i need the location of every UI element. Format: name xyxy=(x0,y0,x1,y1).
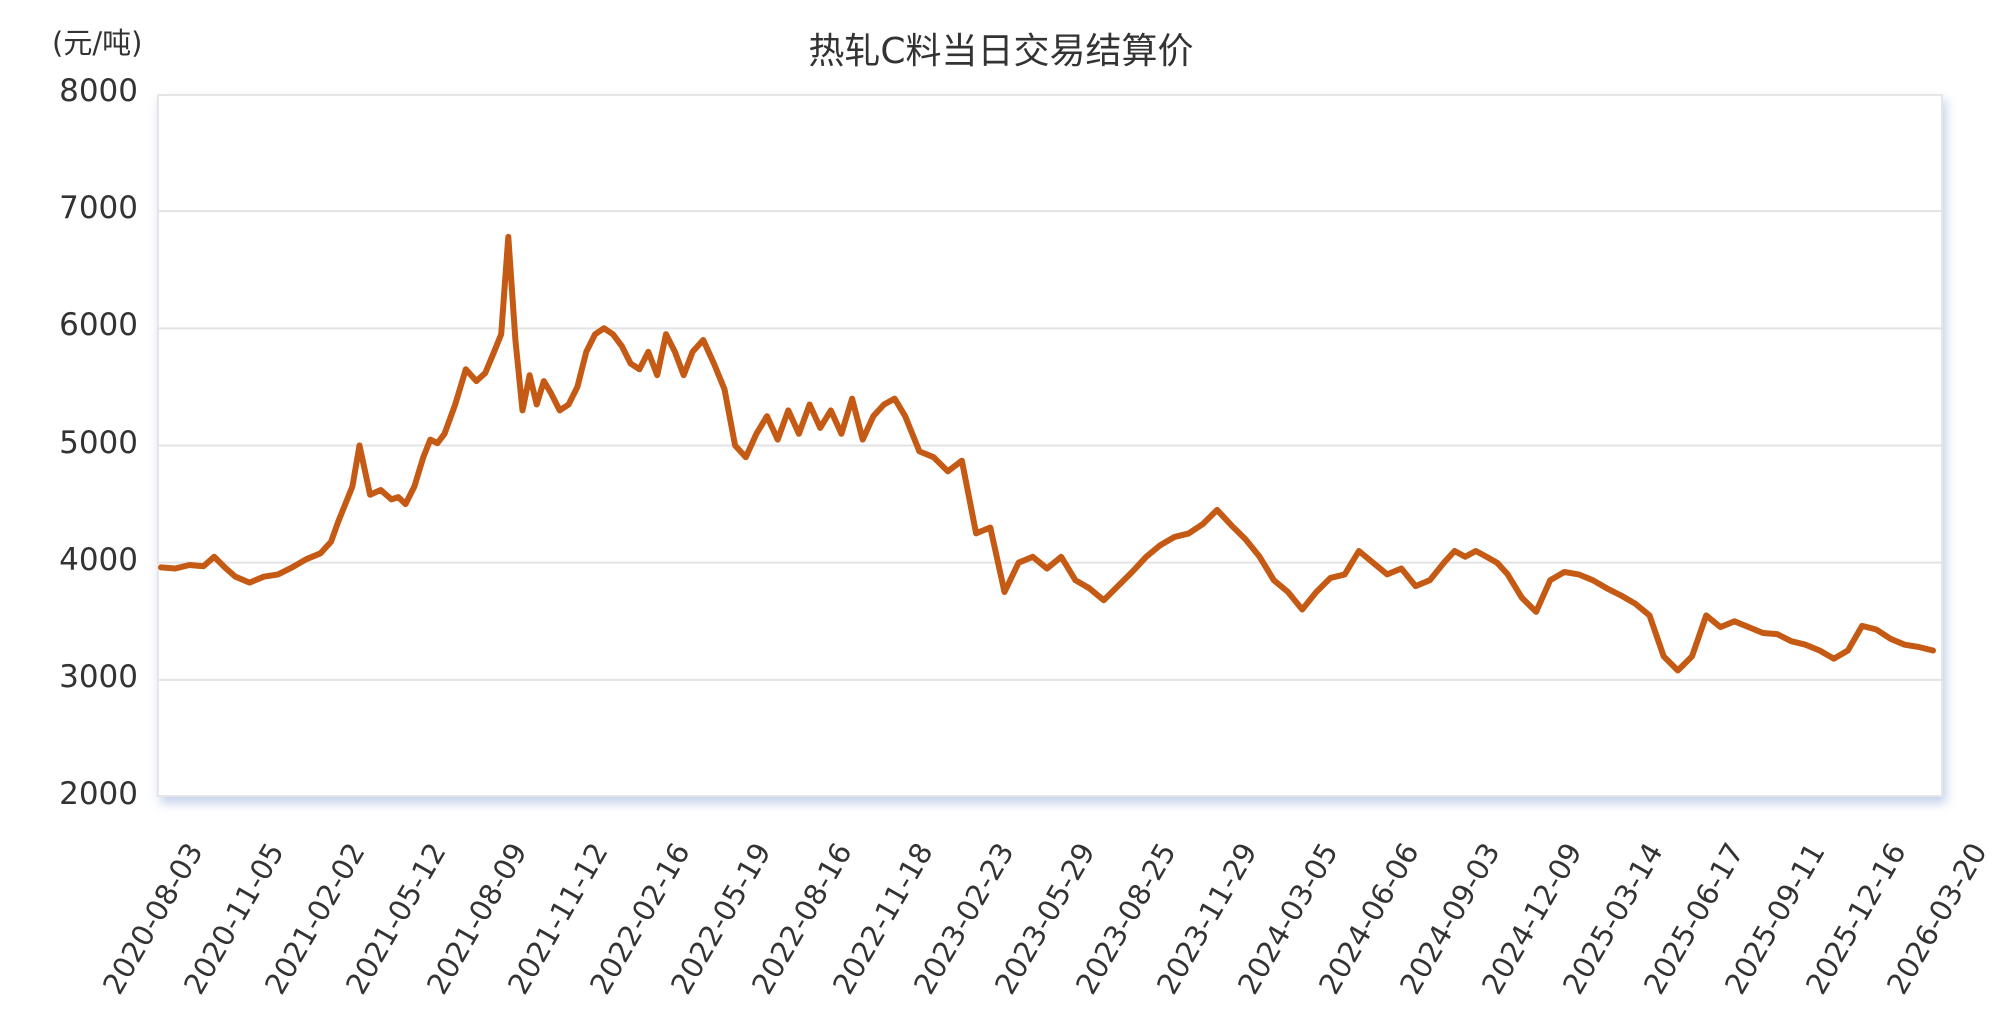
y-tick-label: 7000 xyxy=(59,190,138,227)
price-line xyxy=(158,233,1936,674)
y-tick-label: 4000 xyxy=(59,541,138,578)
y-tick-label: 8000 xyxy=(59,73,138,109)
y-tick-label: 3000 xyxy=(59,658,138,695)
y-tick-label: 5000 xyxy=(59,424,138,461)
y-tick-label: 6000 xyxy=(59,307,138,344)
chart-title: 热轧C料当日交易结算价 xyxy=(808,31,1194,72)
y-axis-unit-label: (元/吨) xyxy=(52,26,143,60)
y-tick-label: 2000 xyxy=(59,776,138,812)
